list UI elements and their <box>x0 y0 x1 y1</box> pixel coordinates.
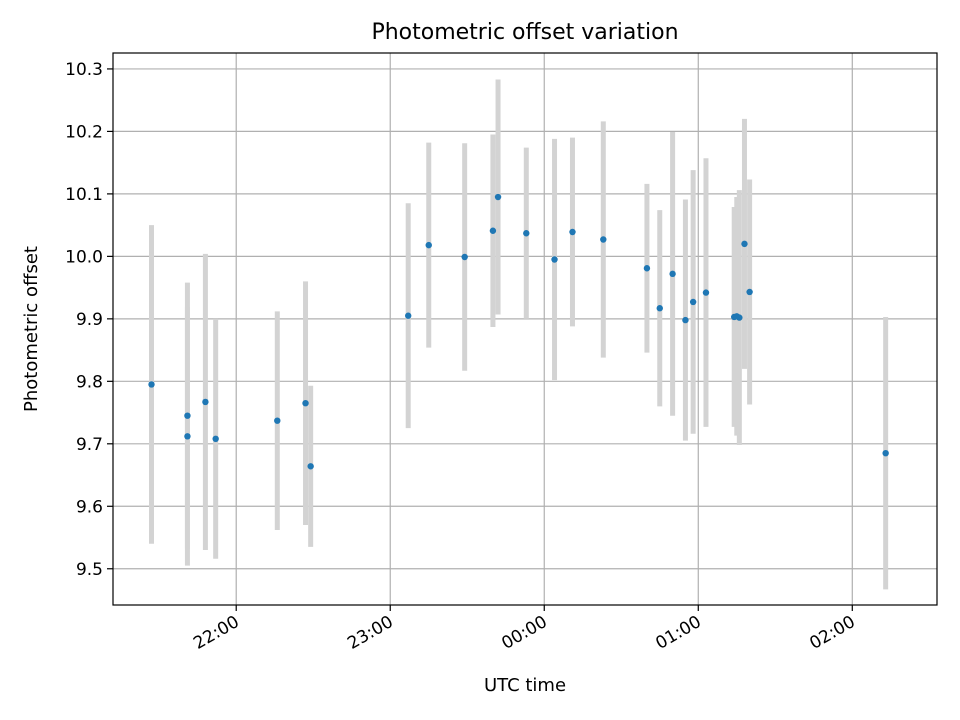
data-point <box>212 435 219 443</box>
data-point <box>689 298 697 306</box>
x-axis-label: UTC time <box>484 675 566 696</box>
chart-title: Photometric offset variation <box>371 20 678 45</box>
x-tick-label: 02:00 <box>806 612 858 654</box>
data-point <box>184 412 191 419</box>
data-point <box>669 270 676 278</box>
y-tick-label: 9.7 <box>76 435 103 455</box>
data-point <box>746 288 753 296</box>
y-tick-label: 10.2 <box>65 122 103 142</box>
data-point <box>600 236 607 243</box>
data-point <box>148 381 155 388</box>
data-point <box>425 241 432 249</box>
data-point <box>882 449 889 457</box>
y-tick-label: 9.5 <box>76 560 103 580</box>
x-tick-label: 23:00 <box>344 612 396 654</box>
data-point <box>682 316 689 324</box>
y-tick-label: 10.3 <box>65 60 103 80</box>
data-point <box>184 433 191 440</box>
y-tick-label: 10.1 <box>65 185 103 205</box>
error-bars <box>149 79 889 590</box>
data-point <box>551 256 558 263</box>
data-point <box>736 314 743 321</box>
grid <box>113 53 937 605</box>
y-tick-label: 9.6 <box>76 497 103 517</box>
data-point <box>702 289 710 296</box>
data-point <box>489 227 497 234</box>
data-point <box>274 417 281 424</box>
y-axis-label: Photometric offset <box>21 246 42 412</box>
data-point <box>307 463 314 470</box>
y-tick-label: 10.0 <box>65 247 103 267</box>
data-point <box>643 265 651 272</box>
data-point <box>494 193 502 201</box>
y-tick-label: 9.8 <box>76 372 103 392</box>
x-tick-label: 01:00 <box>652 612 704 654</box>
data-points <box>148 193 889 470</box>
data-point <box>461 253 468 261</box>
data-point <box>302 399 309 407</box>
x-tick-label: 00:00 <box>498 612 550 654</box>
x-tick-label: 22:00 <box>190 612 242 654</box>
y-tick-label: 9.9 <box>76 310 103 330</box>
data-point <box>656 305 663 312</box>
data-point <box>569 228 576 236</box>
data-point <box>405 312 412 319</box>
data-point <box>202 398 209 406</box>
data-point <box>523 230 530 237</box>
plot-frame <box>112 52 938 606</box>
data-point <box>741 240 748 248</box>
